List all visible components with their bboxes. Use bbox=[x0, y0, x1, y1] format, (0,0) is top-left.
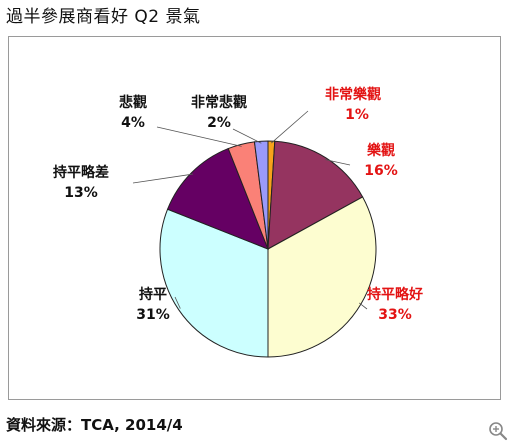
source-note: 資料來源：TCA, 2014/4 bbox=[6, 416, 183, 434]
slice-percent-2: 16% bbox=[364, 163, 398, 179]
leader-line-5 bbox=[132, 173, 194, 184]
slice-percent-4: 31% bbox=[136, 307, 170, 323]
leader-line-2 bbox=[324, 159, 351, 166]
slice-percent-5: 13% bbox=[64, 185, 98, 201]
leader-line-4 bbox=[174, 296, 181, 309]
slice-percent-7: 2% bbox=[207, 115, 231, 131]
chart-frame: 非常樂觀 1% 樂觀 16% 持平略好 33% 持平 31% 持平略差 13% 悲觀 4% 非常悲觀 2% bbox=[8, 36, 501, 400]
slice-label-4: 持平 bbox=[139, 286, 167, 303]
pie-slice-5 bbox=[166, 147, 269, 250]
pie-slice-4 bbox=[159, 208, 269, 358]
leader-line-7 bbox=[232, 128, 262, 144]
zoom-in-icon[interactable] bbox=[487, 420, 509, 442]
slice-label-3: 持平略好 bbox=[367, 286, 423, 303]
slice-percent-3: 33% bbox=[378, 307, 412, 323]
slice-label-6: 悲觀 bbox=[119, 94, 147, 111]
slice-percent-6: 4% bbox=[121, 115, 145, 131]
pie-slice-2 bbox=[267, 140, 364, 250]
slice-label-7: 非常悲觀 bbox=[191, 94, 247, 111]
slice-label-1: 非常樂觀 bbox=[325, 86, 381, 103]
slice-label-2: 樂觀 bbox=[366, 142, 395, 159]
slice-label-5: 持平略差 bbox=[53, 164, 109, 181]
leader-line-6 bbox=[156, 126, 242, 147]
leader-line-1 bbox=[271, 110, 309, 144]
slice-percent-1: 1% bbox=[345, 107, 369, 123]
leader-line-3 bbox=[358, 302, 368, 310]
pie-slice-7 bbox=[253, 140, 269, 250]
pie-chart: 非常樂觀 1% 樂觀 16% 持平略好 33% 持平 31% 持平略差 13% 悲觀 4% 非常悲觀 2% bbox=[53, 86, 423, 358]
page-title: 過半參展商看好 Q2 景氣 bbox=[6, 7, 201, 27]
